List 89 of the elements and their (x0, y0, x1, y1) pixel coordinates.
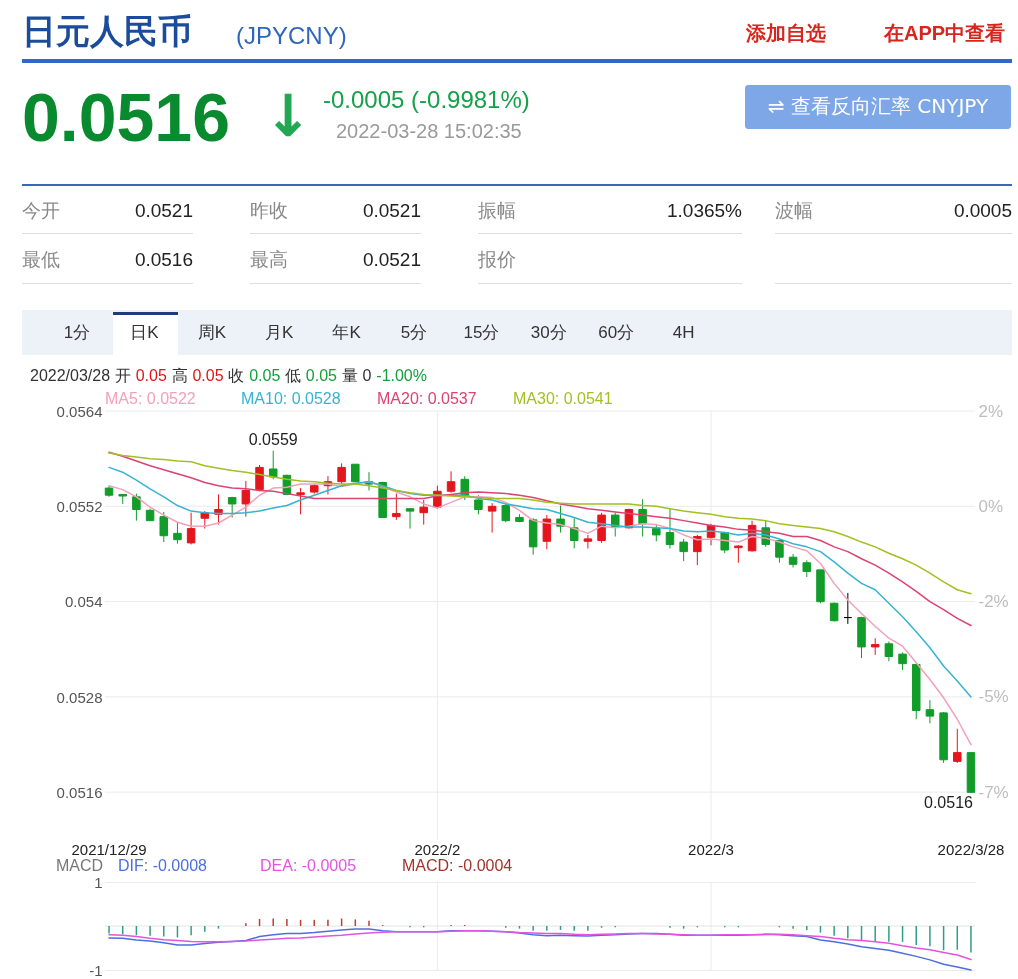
text: MACD: -0.0004 (402, 857, 513, 874)
line-series (108, 930, 972, 961)
text: 月K (265, 323, 295, 342)
text: 2022/03/28 开 0.05 高 0.05 收 0.05 低 0.05 量 0 -1.00% (30, 367, 428, 384)
candlestick (829, 601, 839, 623)
candlestick (583, 534, 593, 549)
candlestick (925, 699, 935, 724)
candlestick (392, 493, 401, 521)
text: 0.0521 (362, 200, 421, 221)
text: 波幅 (775, 200, 813, 221)
y-tick-label: 0.0516 (56, 783, 103, 801)
candlestick (953, 728, 962, 764)
y-tick-label: 0.0528 (56, 688, 103, 706)
text: 0.0521 (362, 249, 421, 270)
candlestick (446, 470, 456, 494)
candlestick (159, 511, 169, 543)
candlestick (487, 502, 497, 534)
text: 年K (332, 323, 362, 342)
text: MA20: 0.0537 (377, 390, 477, 407)
y-tick-label: 0.0564 (56, 402, 103, 420)
text: 5分 (400, 323, 428, 342)
candlestick (337, 462, 346, 485)
text: 4H (672, 323, 695, 342)
text: 日K (130, 323, 160, 342)
text: 在APP中查看 (883, 22, 1006, 44)
y-tick-label: 0.054 (64, 593, 103, 611)
candlestick (296, 487, 305, 515)
text: MA5: 0.0522 (105, 390, 196, 407)
text: (JPYCNY) (236, 22, 347, 49)
y2-tick-label: -2% (978, 592, 1009, 612)
text: 最高 (250, 249, 288, 270)
candlestick (542, 514, 552, 550)
candlestick (679, 538, 688, 562)
text: 日元人民币 (22, 12, 192, 50)
text: ↓ (263, 82, 313, 150)
text: 0.0005 (953, 200, 1012, 221)
candlestick (241, 480, 251, 518)
candlestick (268, 450, 278, 480)
text: 0.0516 (134, 249, 193, 270)
candlestick (474, 494, 483, 515)
candlestick (693, 534, 702, 566)
text: 1.0365% (666, 200, 743, 221)
text: 1分 (63, 323, 91, 342)
candlestick (186, 512, 196, 545)
text: -0.0005 (-0.9981%) (323, 86, 530, 113)
candlestick (884, 640, 894, 662)
y2-tick-label: 0% (978, 496, 1004, 516)
annotation: 0.0516 (924, 794, 974, 812)
text: 添加自选 (745, 22, 826, 44)
x-tick-label: 2022/3/28 (937, 840, 1005, 858)
chart-title: MACD (55, 857, 103, 874)
candlestick (610, 512, 620, 538)
text: MA10: 0.0528 (241, 390, 341, 407)
text: ⇌ 查看反向汇率 CNYJPY (767, 94, 989, 118)
line-series (108, 451, 972, 627)
text: 30分 (530, 323, 567, 342)
line-series (108, 480, 972, 746)
candlestick (665, 508, 675, 549)
line-series (108, 466, 972, 698)
text: 周K (197, 323, 227, 342)
candlestick (569, 517, 579, 549)
y-tick-label: 1 (94, 873, 103, 891)
x-tick-label: 2021/12/29 (71, 840, 147, 858)
text: 报价 (477, 249, 516, 270)
y-tick-label: -1 (89, 961, 103, 979)
text: 今开 (22, 200, 60, 221)
text: DEA: -0.0005 (260, 857, 357, 874)
candlestick (132, 493, 141, 522)
y2-tick-label: -7% (978, 782, 1009, 802)
text: 0.0521 (134, 200, 193, 221)
y2-tick-label: -5% (978, 687, 1009, 707)
text: 15分 (463, 323, 500, 342)
candlestick (419, 499, 428, 526)
y2-tick-label: 2% (978, 401, 1004, 421)
candlestick (173, 521, 182, 545)
candlestick (255, 464, 264, 492)
text: 振幅 (478, 200, 516, 221)
x-tick-label: 2022/2 (414, 840, 461, 858)
candlestick (405, 508, 415, 530)
annotation: 0.0559 (248, 430, 298, 448)
text: 60分 (598, 323, 635, 342)
text: MA30: 0.0541 (513, 390, 613, 407)
text: 2022-03-28 15:02:35 (336, 120, 522, 142)
text: 最低 (22, 249, 60, 270)
x-tick-label: 2022/3 (688, 840, 734, 858)
line-series (108, 452, 972, 595)
y-tick-label: 0.0552 (56, 497, 103, 515)
text: DIF: -0.0008 (118, 857, 208, 874)
text: 昨收 (250, 200, 288, 221)
